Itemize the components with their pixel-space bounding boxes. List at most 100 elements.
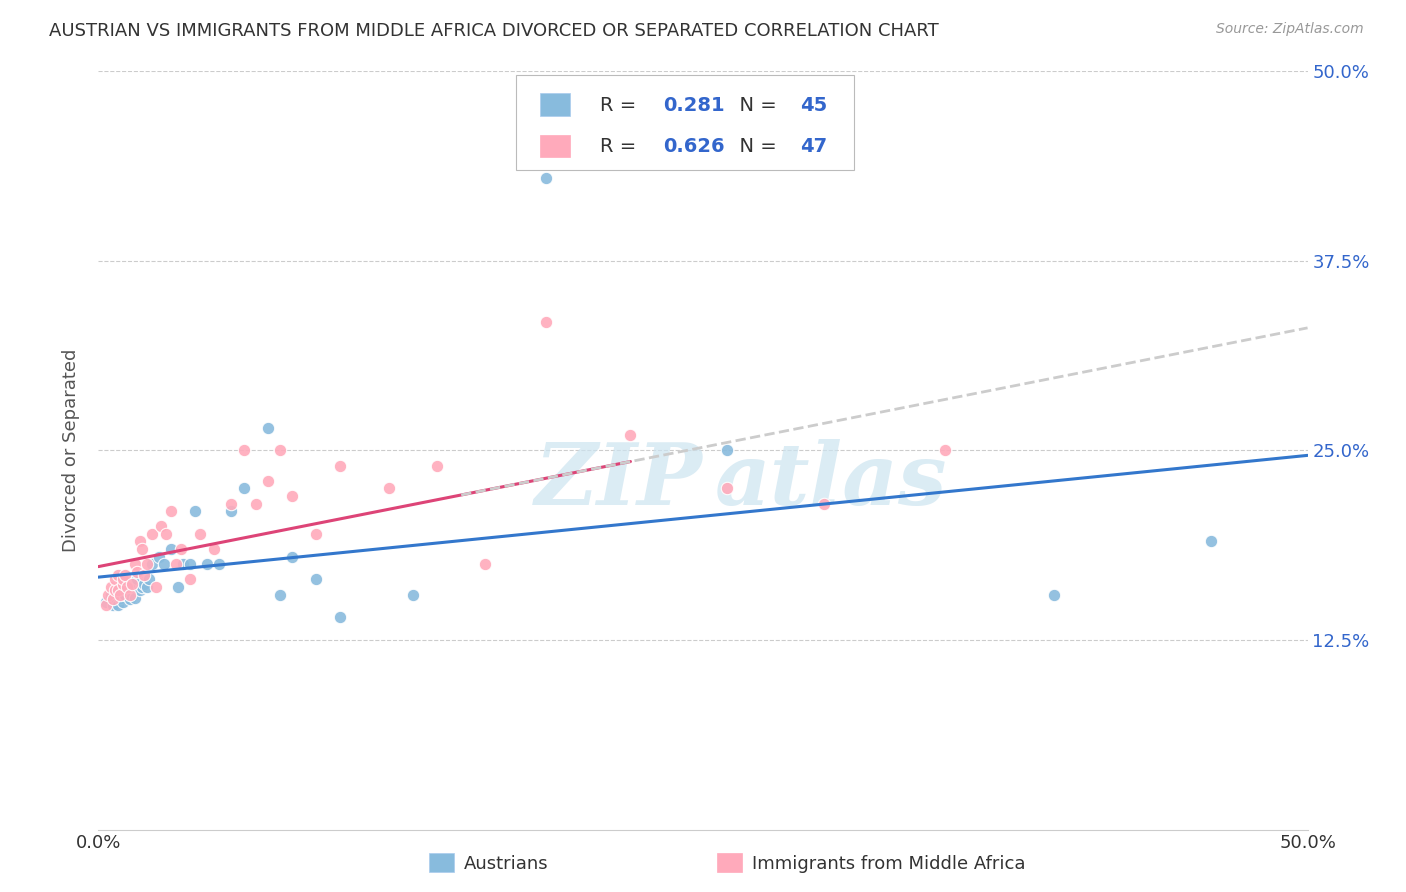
Point <box>107 582 129 597</box>
Point <box>107 567 129 582</box>
Point <box>221 496 243 510</box>
Text: R =: R = <box>600 95 643 114</box>
Point <box>402 588 425 602</box>
Point <box>934 443 956 458</box>
Y-axis label: Divorced or Separated: Divorced or Separated <box>62 349 80 552</box>
Point <box>534 170 557 185</box>
Point <box>107 598 129 612</box>
Point <box>127 573 149 587</box>
Point <box>305 526 328 541</box>
Point <box>474 557 496 572</box>
Point <box>114 588 136 602</box>
Point <box>269 443 291 458</box>
Text: AUSTRIAN VS IMMIGRANTS FROM MIDDLE AFRICA DIVORCED OR SEPARATED CORRELATION CHAR: AUSTRIAN VS IMMIGRANTS FROM MIDDLE AFRIC… <box>49 22 939 40</box>
Point <box>204 542 226 557</box>
Point <box>619 428 641 442</box>
Point <box>165 557 187 572</box>
Text: Source: ZipAtlas.com: Source: ZipAtlas.com <box>1216 22 1364 37</box>
Point <box>127 565 149 579</box>
Point <box>141 557 163 572</box>
Point <box>134 577 156 591</box>
Point <box>160 542 183 557</box>
Point <box>1042 588 1064 602</box>
Point <box>208 557 231 572</box>
Point <box>155 526 177 541</box>
Point <box>111 577 134 591</box>
Point <box>148 549 170 564</box>
Point <box>128 534 150 549</box>
Point <box>269 588 291 602</box>
Point <box>716 482 738 496</box>
Point <box>121 577 143 591</box>
Point <box>100 580 122 594</box>
Text: N =: N = <box>727 95 783 114</box>
Point <box>172 557 194 572</box>
Text: N =: N = <box>727 137 783 156</box>
Point <box>152 557 174 572</box>
Point <box>150 519 173 533</box>
Point <box>104 573 127 587</box>
Point <box>179 557 201 572</box>
Point <box>101 592 124 607</box>
Point <box>256 421 278 435</box>
Point <box>97 588 120 602</box>
Point <box>117 580 139 594</box>
Point <box>111 595 134 609</box>
Text: R =: R = <box>600 137 643 156</box>
Point <box>426 458 449 473</box>
Point <box>131 580 153 594</box>
Point <box>117 582 139 597</box>
Point <box>118 588 141 602</box>
Point <box>169 542 191 557</box>
Point <box>94 598 117 612</box>
Point <box>195 557 218 572</box>
Point <box>118 592 141 607</box>
Point <box>145 580 167 594</box>
Point <box>131 542 153 557</box>
Point <box>329 610 352 624</box>
Text: 0.281: 0.281 <box>664 95 724 114</box>
Point <box>138 573 160 587</box>
Point <box>94 595 117 609</box>
Point <box>329 458 352 473</box>
Point <box>256 474 278 488</box>
Text: Austrians: Austrians <box>464 855 548 873</box>
Point <box>281 489 304 503</box>
Point <box>134 567 156 582</box>
Point <box>141 526 163 541</box>
Point <box>114 567 136 582</box>
Point <box>716 443 738 458</box>
Point <box>245 496 267 510</box>
Point <box>104 592 127 607</box>
Point <box>188 526 211 541</box>
Point <box>377 482 399 496</box>
Point <box>167 580 190 594</box>
Point <box>108 582 131 597</box>
Text: 45: 45 <box>800 95 827 114</box>
Text: atlas: atlas <box>716 439 948 523</box>
Point <box>160 504 183 518</box>
Point <box>107 588 129 602</box>
Point <box>124 557 146 572</box>
Point <box>118 577 141 591</box>
Point <box>232 443 254 458</box>
Text: ZIP: ZIP <box>536 439 703 523</box>
Point <box>128 582 150 597</box>
Point <box>813 496 835 510</box>
Point <box>108 588 131 602</box>
Bar <box>540 135 569 157</box>
Point <box>135 580 157 594</box>
Point <box>232 482 254 496</box>
Point <box>104 582 127 597</box>
Point <box>184 504 207 518</box>
Point <box>179 573 201 587</box>
Point <box>1199 534 1222 549</box>
Point <box>124 591 146 605</box>
Point <box>111 573 134 587</box>
Text: 47: 47 <box>800 137 827 156</box>
Point <box>281 549 304 564</box>
Text: 0.626: 0.626 <box>664 137 724 156</box>
Point <box>305 573 328 587</box>
Point <box>121 580 143 594</box>
Point <box>100 588 122 602</box>
